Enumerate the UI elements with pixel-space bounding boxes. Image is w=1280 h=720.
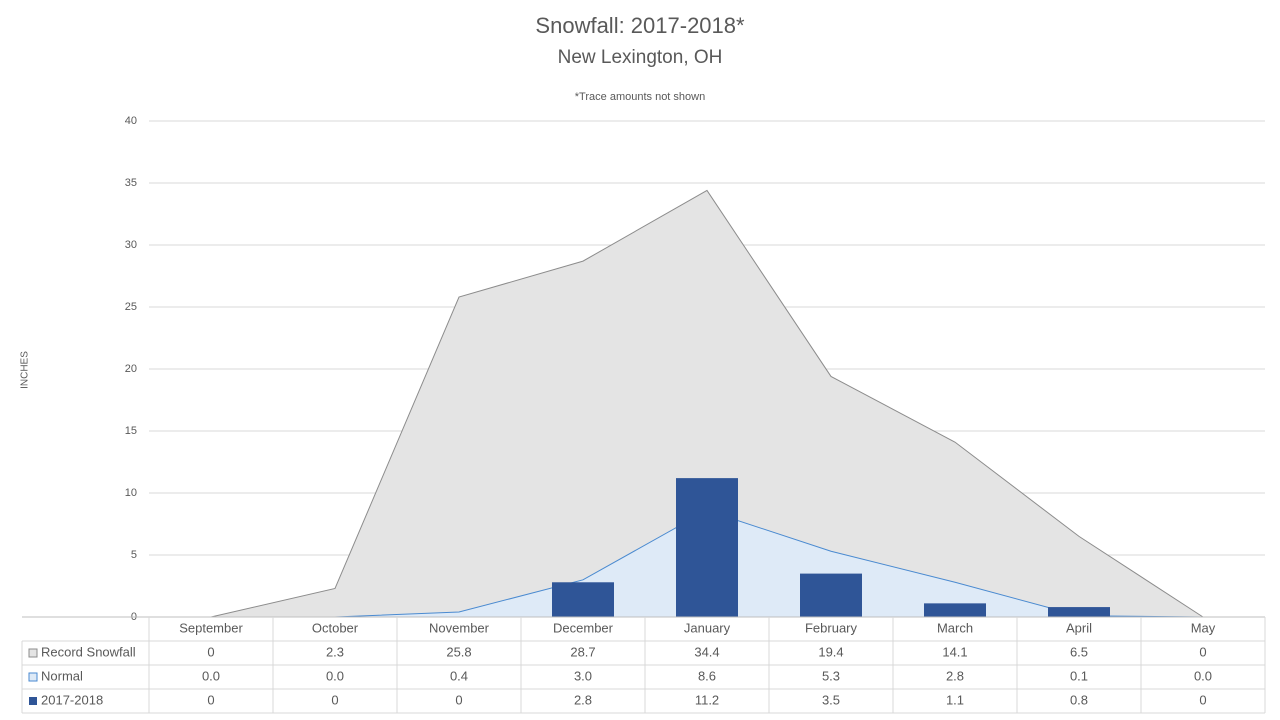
x-tick-label: February xyxy=(805,620,858,635)
y-axis-label: INCHES xyxy=(20,351,31,389)
x-tick-label: March xyxy=(937,620,973,635)
table-value: 0 xyxy=(207,644,214,659)
table-value: 0.0 xyxy=(202,668,220,683)
table-value: 0.0 xyxy=(1194,668,1212,683)
table-value: 0.1 xyxy=(1070,668,1088,683)
table-value: 19.4 xyxy=(818,644,843,659)
y-tick-label: 35 xyxy=(125,177,137,189)
y-tick-label: 20 xyxy=(125,363,137,375)
bar xyxy=(800,573,862,617)
y-tick-label: 30 xyxy=(125,239,137,251)
table-value: 0 xyxy=(455,692,462,707)
table-value: 1.1 xyxy=(946,692,964,707)
x-tick-label: January xyxy=(684,620,731,635)
table-value: 2.8 xyxy=(946,668,964,683)
legend-label: Record Snowfall xyxy=(41,644,136,659)
table-value: 14.1 xyxy=(942,644,967,659)
chart-title: Snowfall: 2017-2018* xyxy=(535,13,745,38)
legend-key xyxy=(28,648,38,658)
legend-label: Normal xyxy=(41,668,83,683)
bar xyxy=(924,603,986,617)
table-value: 2.8 xyxy=(574,692,592,707)
table-value: 3.5 xyxy=(822,692,840,707)
bar xyxy=(1048,607,1110,617)
table-value: 28.7 xyxy=(570,644,595,659)
table-value: 3.0 xyxy=(574,668,592,683)
table-value: 0 xyxy=(207,692,214,707)
table-value: 5.3 xyxy=(822,668,840,683)
table-value: 0.4 xyxy=(450,668,468,683)
legend-label: 2017-2018 xyxy=(41,692,103,707)
y-tick-label: 10 xyxy=(125,487,137,499)
table-value: 34.4 xyxy=(694,644,719,659)
table-value: 0 xyxy=(1199,692,1206,707)
y-tick-label: 25 xyxy=(125,301,137,313)
y-tick-label: 15 xyxy=(125,425,137,437)
table-value: 0.8 xyxy=(1070,692,1088,707)
chart-subtitle: New Lexington, OH xyxy=(558,47,723,68)
legend-key xyxy=(29,697,37,705)
x-tick-label: November xyxy=(429,620,490,635)
x-tick-label: October xyxy=(312,620,359,635)
table-value: 0 xyxy=(1199,644,1206,659)
chart-note: *Trace amounts not shown xyxy=(575,91,705,103)
x-tick-label: September xyxy=(179,620,243,635)
bar xyxy=(676,478,738,617)
y-tick-label: 5 xyxy=(131,549,137,561)
table-value: 2.3 xyxy=(326,644,344,659)
y-tick-label: 40 xyxy=(125,115,137,127)
x-tick-label: April xyxy=(1066,620,1092,635)
x-tick-label: May xyxy=(1191,620,1216,635)
table-value: 0 xyxy=(331,692,338,707)
table-value: 6.5 xyxy=(1070,644,1088,659)
table-value: 8.6 xyxy=(698,668,716,683)
bar xyxy=(552,582,614,617)
table-value: 0.0 xyxy=(326,668,344,683)
table-value: 11.2 xyxy=(695,692,719,707)
legend-key xyxy=(28,672,38,682)
table-value: 25.8 xyxy=(446,644,471,659)
area-line xyxy=(210,189,1204,618)
x-tick-label: December xyxy=(553,620,614,635)
